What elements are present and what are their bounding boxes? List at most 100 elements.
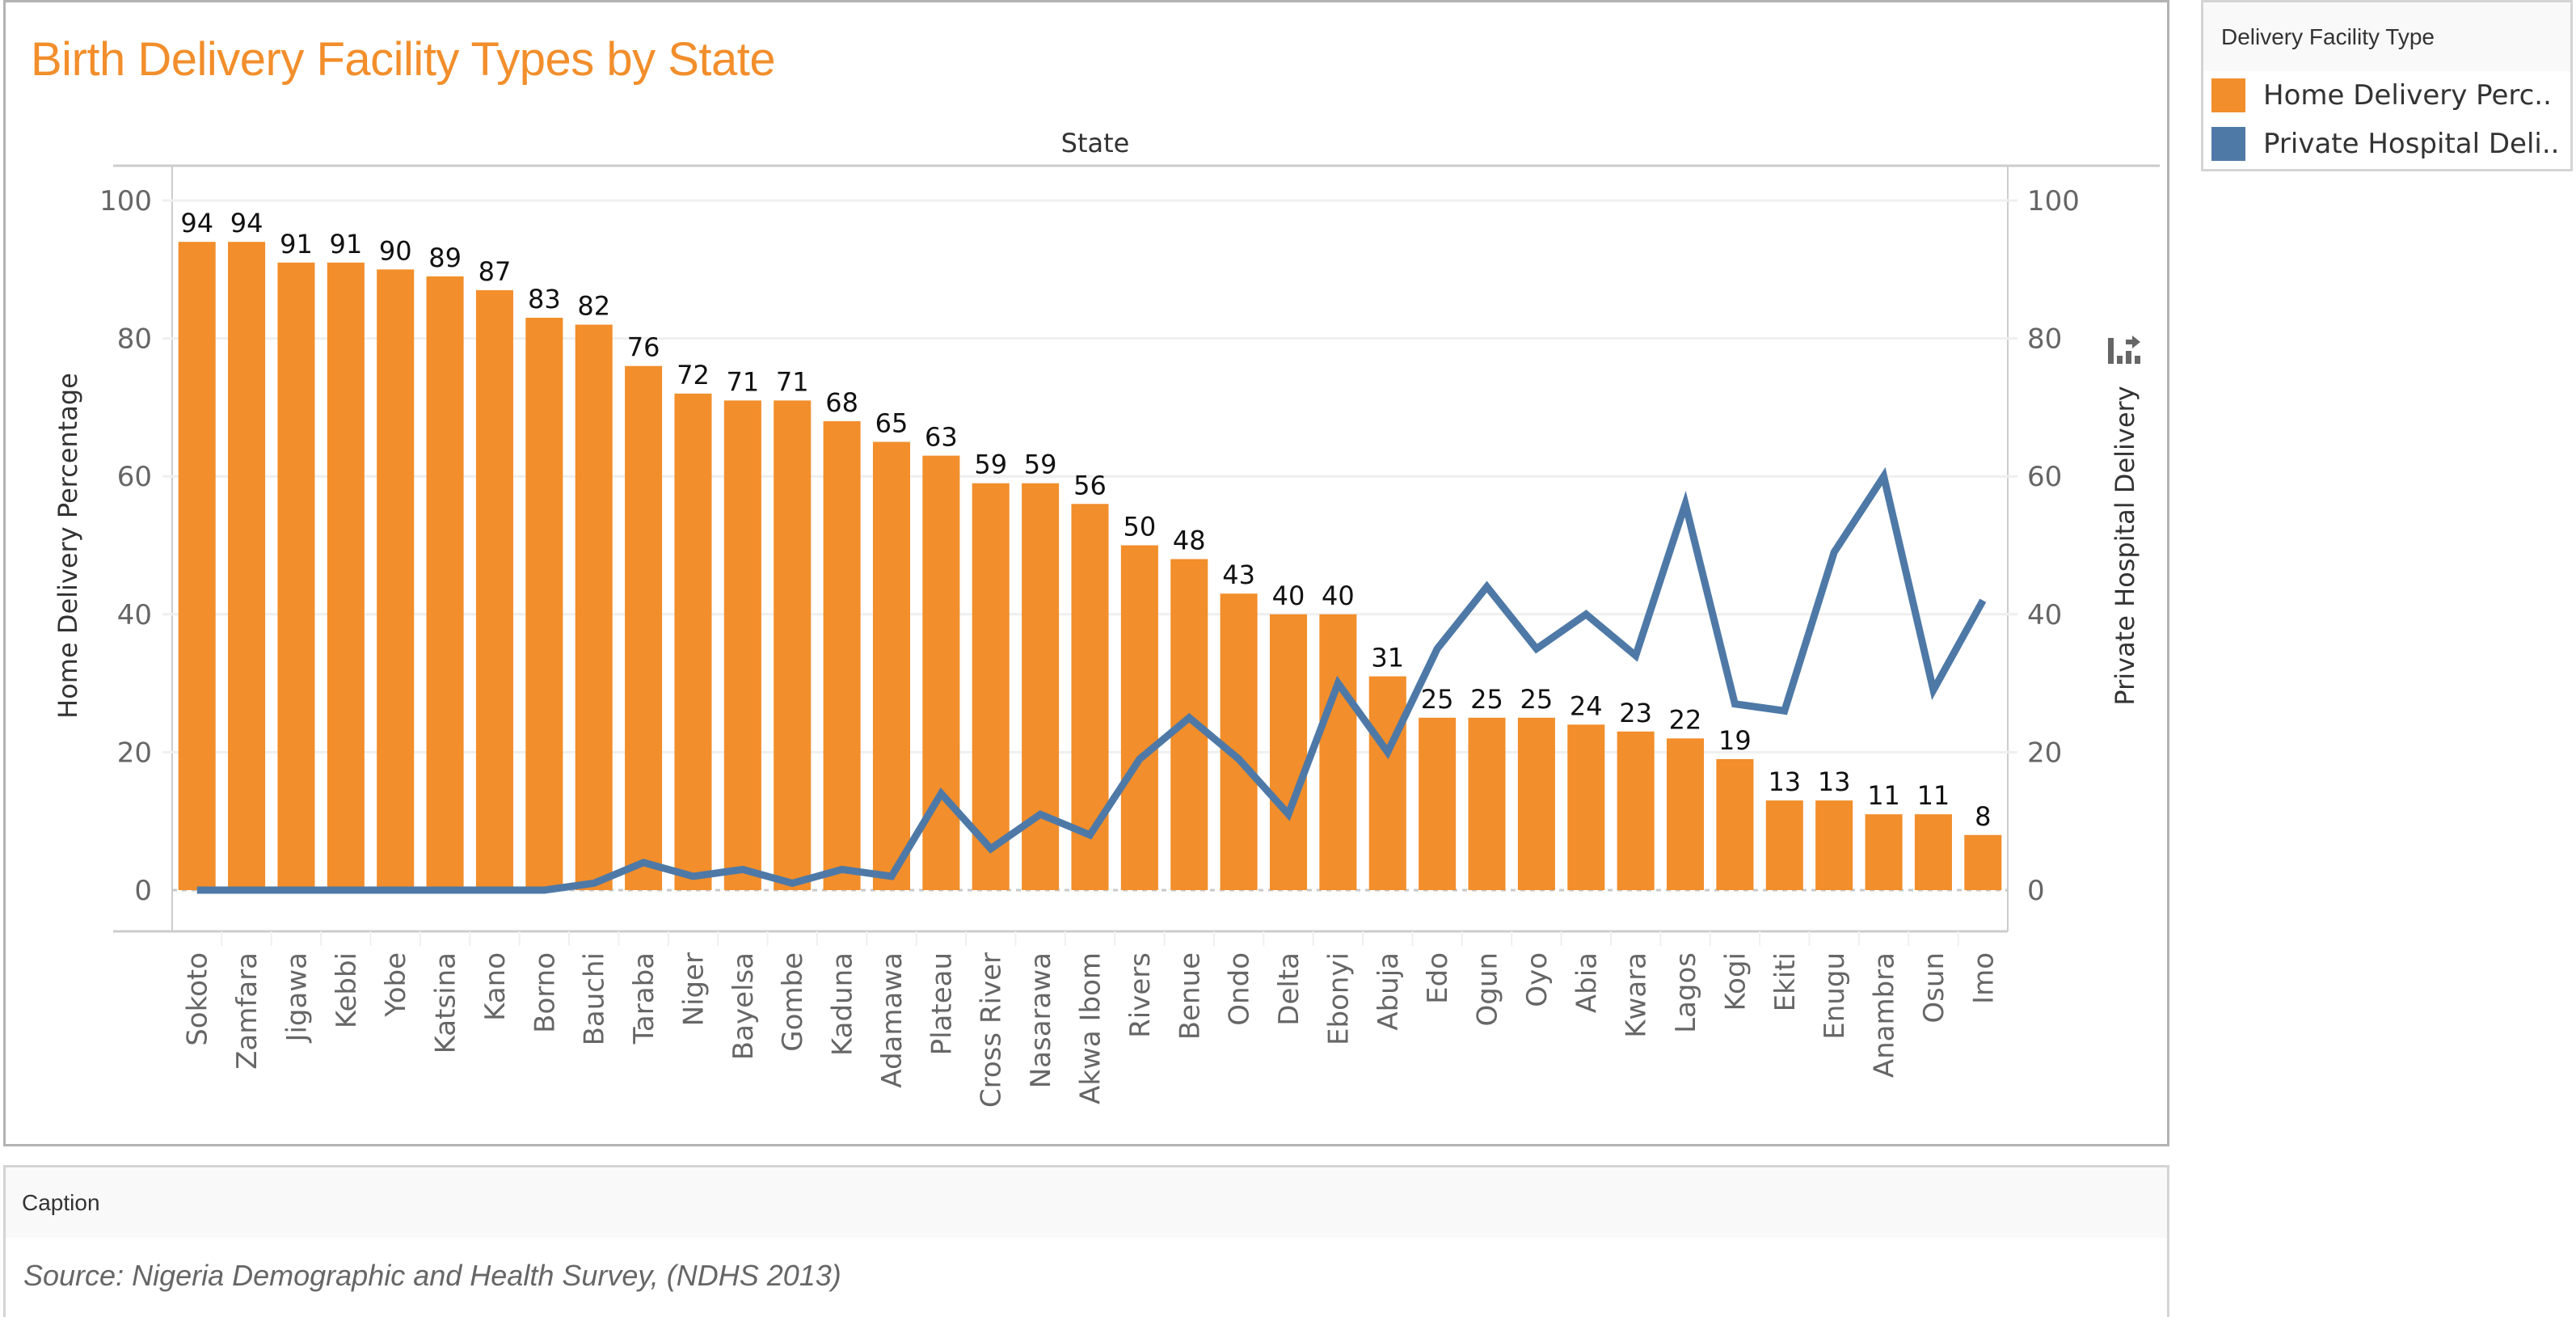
chart-title: Birth Delivery Facility Types by State [31,33,776,86]
bar-kwara[interactable] [1617,731,1655,890]
x-tick-label[interactable]: Kogi [1719,952,1752,1011]
bar-value-label: 87 [479,256,512,287]
x-tick-label[interactable]: Kaduna [827,952,859,1056]
bar-oyo[interactable] [1517,717,1555,890]
bar-plateau[interactable] [922,455,960,890]
caption-panel: Caption Source: Nigeria Demographic and … [3,1165,2169,1317]
x-tick-label[interactable]: Kwara [1621,952,1653,1038]
bar-abuja[interactable] [1368,676,1406,890]
x-tick-label[interactable]: Osun [1918,952,1950,1024]
caption-source-text: Source: Nigeria Demographic and Health S… [23,1259,841,1292]
x-tick-label[interactable]: Delta [1273,952,1305,1026]
bar-sokoto[interactable] [178,242,216,890]
y-axis-title-right[interactable]: Private Hospital Delivery [2110,386,2140,705]
legend-item-private-hospital[interactable]: Private Hospital Deli.. [2203,120,2570,168]
bar-delta[interactable] [1269,614,1308,890]
x-tick-label[interactable]: Nasarawa [1025,952,1057,1088]
bar-value-label: 68 [825,387,858,418]
bar-niger[interactable] [674,393,712,891]
bar-kano[interactable] [475,289,513,890]
x-tick-label[interactable]: Ebonyi [1322,952,1355,1045]
bar-rivers[interactable] [1120,545,1158,891]
bar-value-label: 25 [1470,684,1503,715]
y-tick-label-right: 40 [2027,599,2062,631]
bar-value-label: 59 [974,450,1007,480]
legend: Delivery Facility Type Home Delivery Per… [2201,0,2573,171]
x-tick-label[interactable]: Anambra [1869,952,1901,1078]
bar-lagos[interactable] [1667,738,1705,890]
bar-ebonyi[interactable] [1319,614,1357,890]
x-tick-label[interactable]: Yobe [380,952,412,1018]
column-header-state[interactable]: State [1061,128,1130,158]
y-axis-title-left[interactable]: Home Delivery Percentage [53,373,83,719]
swap-axis-icon[interactable] [2108,336,2140,364]
bar-bauchi[interactable] [575,324,613,890]
x-tick-label[interactable]: Ekiti [1769,952,1802,1011]
x-tick-label[interactable]: Abuja [1372,952,1405,1031]
bar-yobe[interactable] [377,269,415,890]
x-tick-label[interactable]: Katsina [430,952,462,1053]
x-tick-label[interactable]: Akwa Ibom [1075,952,1107,1104]
x-tick-label[interactable]: Niger [677,952,710,1026]
x-tick-label[interactable]: Borno [529,952,561,1033]
y-tick-label-left: 40 [117,599,152,631]
bar-akwa-ibom[interactable] [1071,504,1109,890]
x-tick-label[interactable]: Lagos [1670,952,1702,1033]
x-tick-label[interactable]: Cross River [976,952,1008,1108]
bar-ekiti[interactable] [1765,800,1803,890]
bar-anambra[interactable] [1865,814,1903,890]
x-tick-label[interactable]: Zamfara [231,952,264,1070]
legend-item-home-delivery[interactable]: Home Delivery Perc.. [2203,71,2570,120]
x-tick-label[interactable]: Sokoto [182,952,214,1046]
x-tick-label[interactable]: Rivers [1124,952,1157,1038]
bar-jigawa[interactable] [277,262,315,890]
y-tick-label-left: 0 [134,875,152,907]
x-tick-label[interactable]: Taraba [628,952,660,1045]
x-tick-label[interactable]: Bayelsa [727,952,760,1060]
x-tick-label[interactable]: Benue [1174,952,1206,1040]
x-tick-label[interactable]: Abia [1570,952,1603,1013]
bar-katsina[interactable] [426,276,464,891]
bar-edo[interactable] [1419,717,1457,890]
bar-ondo[interactable] [1220,593,1258,890]
bar-value-label: 25 [1421,684,1454,715]
caption-title: Caption [6,1167,2167,1238]
bar-kebbi[interactable] [327,262,365,890]
bar-taraba[interactable] [625,365,663,891]
x-tick-label[interactable]: Oyo [1521,952,1554,1007]
bar-osun[interactable] [1914,814,1952,890]
bar-value-label: 43 [1222,559,1255,590]
bar-adamawa[interactable] [872,441,911,890]
bar-abia[interactable] [1567,724,1605,890]
x-tick-label[interactable]: Kano [479,952,512,1021]
x-tick-label[interactable]: Imo [1967,952,2000,1004]
x-tick-label[interactable]: Enugu [1819,952,1851,1040]
x-tick-label[interactable]: Gombe [777,952,809,1052]
y-tick-label-left: 20 [117,737,152,769]
bar-imo[interactable] [1964,834,2002,890]
legend-label: Home Delivery Perc.. [2263,79,2552,112]
bar-kogi[interactable] [1716,758,1754,890]
bar-nasarawa[interactable] [1022,483,1060,890]
x-tick-label[interactable]: Ogun [1472,952,1504,1026]
x-tick-label[interactable]: Kebbi [331,952,363,1028]
bar-enugu[interactable] [1815,800,1853,890]
x-tick-label[interactable]: Jigawa [280,952,313,1044]
bar-zamfara[interactable] [228,242,266,890]
x-tick-label[interactable]: Ondo [1224,952,1256,1026]
bar-cross-river[interactable] [972,483,1010,890]
x-tick-label[interactable]: Adamawa [876,952,909,1088]
x-tick-label[interactable]: Plateau [925,952,958,1055]
x-tick-label[interactable]: Bauchi [579,952,611,1045]
y-tick-label-right: 100 [2027,185,2080,217]
bar-borno[interactable] [525,318,563,890]
bar-value-label: 13 [1818,766,1851,797]
legend-swatch-blue [2211,127,2245,161]
x-tick-label[interactable]: Edo [1422,952,1454,1004]
bar-ogun[interactable] [1468,717,1506,890]
bar-bayelsa[interactable] [723,400,761,890]
bar-value-label: 71 [776,366,809,397]
bar-gombe[interactable] [774,400,812,890]
bar-kaduna[interactable] [823,420,861,890]
legend-label: Private Hospital Deli.. [2263,128,2560,160]
